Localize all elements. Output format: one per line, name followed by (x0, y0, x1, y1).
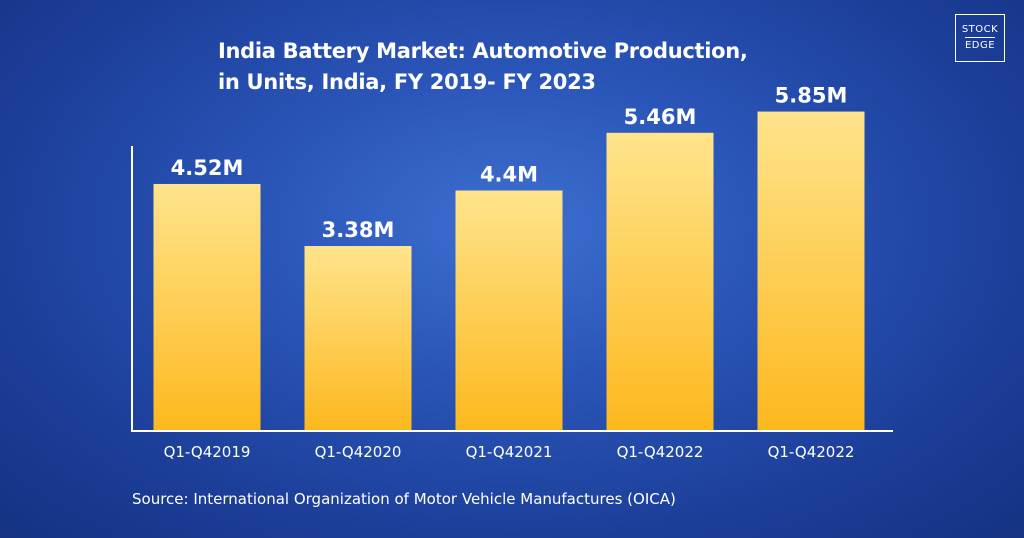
bar-value-label-4: 5.46M (624, 105, 697, 129)
bar-5 (757, 111, 865, 430)
stockedge-logo: STOCK EDGE (955, 14, 1005, 62)
bar-3 (455, 190, 563, 430)
x-tick-label-3: Q1-Q42021 (466, 443, 553, 461)
x-tick-label-1: Q1-Q42019 (164, 443, 251, 461)
bar-value-label-3: 4.4M (480, 162, 538, 186)
bar-4 (606, 132, 714, 430)
x-tick-label-5: Q1-Q42022 (768, 443, 855, 461)
bar-value-label-2: 3.38M (322, 218, 395, 242)
bar-value-label-1: 4.52M (171, 156, 244, 180)
bar-1 (153, 183, 261, 430)
bars-group: 4.52M Q1-Q42019 3.38M Q1-Q42020 4.4M Q1-Q4202… (153, 84, 865, 461)
chart-title-line-2: in Units, India, FY 2019- FY 2023 (218, 70, 596, 94)
x-tick-label-2: Q1-Q42020 (315, 443, 402, 461)
bar-2 (304, 246, 412, 430)
logo-line-2: EDGE (964, 37, 996, 53)
source-note: Source: International Organization of Mo… (132, 490, 676, 508)
bar-value-label-5: 5.85M (775, 84, 848, 108)
chart-title: India Battery Market: Automotive Product… (218, 36, 818, 98)
x-tick-label-4: Q1-Q42022 (617, 443, 704, 461)
logo-line-1: STOCK (961, 24, 999, 35)
chart-title-line-1: India Battery Market: Automotive Product… (218, 39, 748, 63)
